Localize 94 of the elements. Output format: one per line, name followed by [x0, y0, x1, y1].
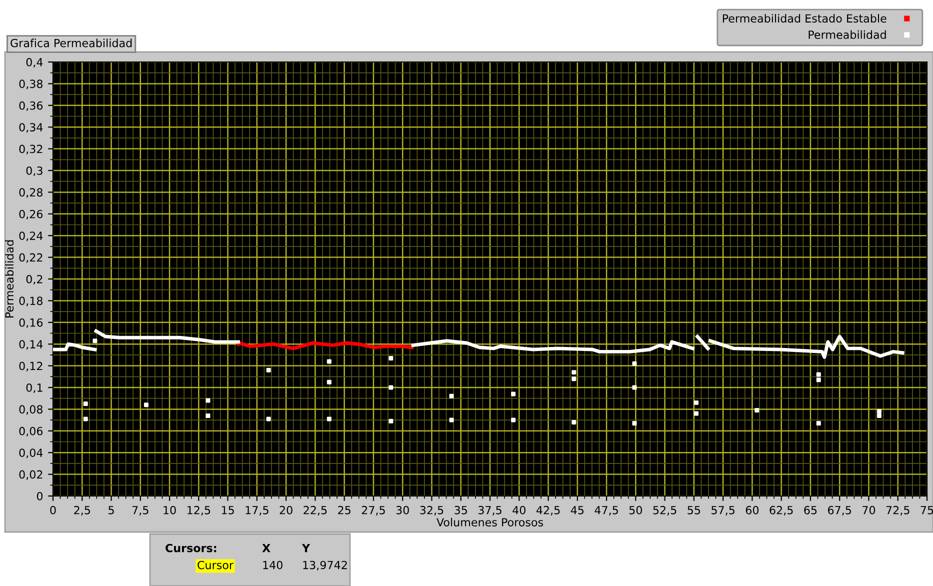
- point: [572, 420, 576, 424]
- point: [144, 402, 148, 408]
- y-tick-label: 0,34: [19, 123, 43, 133]
- text: 140: [263, 560, 282, 570]
- point: [266, 368, 271, 372]
- text: 13,9742: [303, 560, 347, 570]
- point: [876, 409, 882, 414]
- y-tick-label: 0,18: [19, 296, 43, 306]
- y-tick-label: 0,22: [19, 253, 42, 263]
- point: [326, 380, 332, 384]
- y-tick-label: 0,38: [19, 80, 43, 90]
- y-tick-label: 0,24: [19, 232, 43, 242]
- point: [266, 416, 271, 422]
- x-tick-label: 47,5: [594, 506, 618, 516]
- y-tick-label: 0,26: [19, 210, 43, 220]
- y-axis-title: Permeabilidad: [5, 240, 14, 318]
- x-tick-label: 65: [804, 506, 817, 514]
- x-tick-label: 55: [688, 506, 700, 514]
- x-tick-label: 15: [222, 506, 234, 514]
- point: [754, 408, 760, 413]
- y-tick-label: 0: [36, 492, 43, 500]
- x-tick-label: 35: [454, 506, 467, 514]
- point: [632, 421, 637, 426]
- point: [388, 418, 394, 424]
- point: [572, 370, 576, 375]
- x-tick-label: 67,5: [828, 506, 851, 516]
- y-tick-label: 0,02: [19, 470, 42, 480]
- x-tick-label: 7,5: [132, 506, 148, 516]
- point: [694, 411, 699, 416]
- point: [92, 338, 98, 344]
- y-tick-label: 0,3: [26, 166, 42, 176]
- x-tick-label: 25: [338, 506, 350, 514]
- legend-label: Permeabilidad Estado Estable: [722, 14, 886, 23]
- point: [816, 372, 821, 377]
- y-tick-label: 0,16: [19, 318, 43, 328]
- point: [206, 398, 210, 403]
- x-tick-label: 42,5: [536, 506, 560, 516]
- x-tick-label: 40: [512, 506, 526, 514]
- x-tick-label: 37,5: [478, 506, 502, 516]
- y-tick-label: 0,1: [26, 383, 42, 394]
- text: Y: [302, 544, 310, 552]
- point: [694, 400, 699, 405]
- text: X: [262, 544, 270, 552]
- legend-label: Permeabilidad: [808, 30, 886, 39]
- point: [388, 356, 394, 360]
- y-tick-label: 0,14: [19, 340, 43, 350]
- x-tick-label: 0: [50, 506, 56, 514]
- x-tick-label: 50: [629, 506, 642, 514]
- y-tick-label: 0,06: [19, 426, 43, 436]
- point: [326, 359, 332, 364]
- x-tick-label: 17,5: [246, 506, 268, 516]
- x-tick-label: 62,5: [770, 506, 793, 516]
- point: [449, 394, 454, 398]
- point: [206, 413, 210, 418]
- point: [83, 416, 88, 422]
- point: [388, 385, 394, 390]
- x-tick-label: 12,5: [188, 506, 210, 516]
- point: [449, 418, 454, 422]
- x-tick-label: 72,5: [886, 506, 910, 516]
- x-tick-label: 52,5: [653, 506, 676, 516]
- x-tick-label: 70: [862, 506, 876, 514]
- point: [816, 421, 821, 426]
- x-tick-label: 5: [108, 506, 114, 514]
- y-tick-label: 0,04: [19, 448, 43, 458]
- point: [816, 378, 821, 382]
- point: [511, 418, 516, 422]
- x-tick-label: 30: [396, 506, 409, 514]
- x-tick-label: 2,5: [74, 506, 90, 516]
- x-tick-label: 75: [920, 506, 933, 514]
- x-axis-title: Volumenes Porosos: [436, 518, 544, 526]
- x-tick-label: 10: [164, 506, 176, 514]
- x-tick-label: 20: [280, 506, 292, 514]
- point: [83, 402, 88, 406]
- y-tick-label: 0,32: [19, 144, 42, 154]
- point: [876, 413, 882, 418]
- point: [511, 392, 516, 396]
- point: [572, 376, 576, 382]
- x-tick-label: 32,5: [420, 506, 444, 516]
- x-tick-label: 57,5: [712, 506, 734, 516]
- text: Cursors:: [166, 544, 216, 552]
- y-tick-label: 0,4: [26, 58, 43, 68]
- point: [632, 361, 637, 366]
- point: [326, 416, 332, 422]
- y-tick-label: 0,2: [26, 274, 42, 285]
- x-tick-label: 60: [746, 506, 759, 514]
- x-tick-label: 27,5: [362, 506, 385, 516]
- y-tick-label: 0,12: [19, 362, 42, 372]
- x-tick-label: 45: [570, 506, 584, 514]
- y-tick-label: 0,08: [19, 405, 43, 415]
- text: Cursor: [198, 560, 234, 570]
- y-tick-label: 0,36: [19, 101, 43, 111]
- chart-title: Grafica Permeabilidad: [10, 38, 132, 48]
- y-tick-label: 0,28: [19, 188, 43, 198]
- x-tick-label: 22,5: [304, 506, 327, 516]
